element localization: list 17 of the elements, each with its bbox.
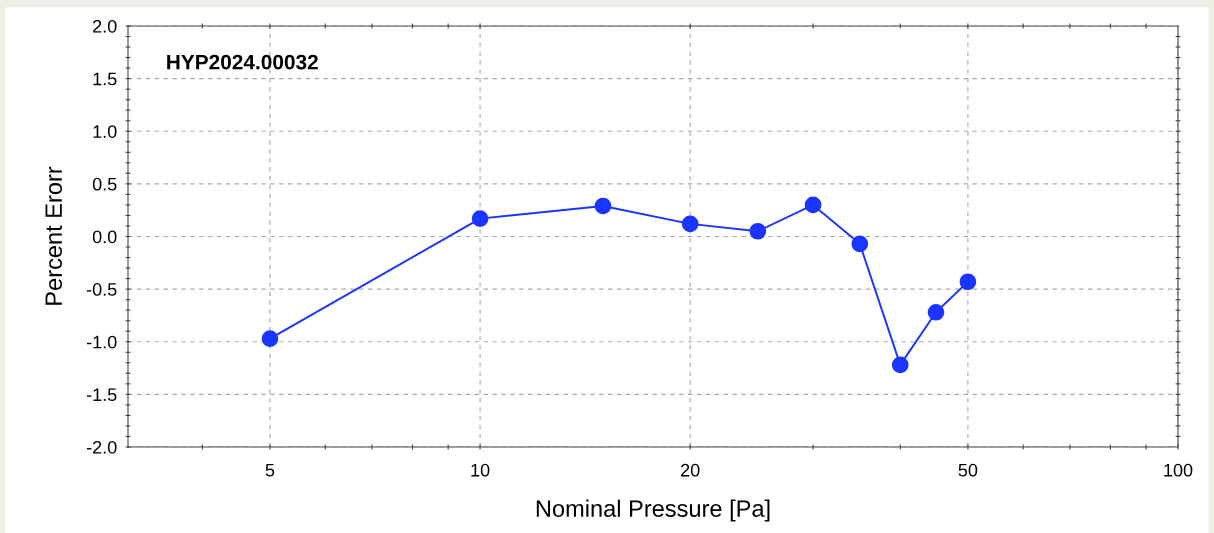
x-tick-label: 20 [681,463,700,477]
y-tick-label: 0.0 [92,230,117,244]
y-tick-label: -1.5 [86,388,117,402]
y-tick-label: -0.5 [86,283,117,296]
y-tick-label: 1.0 [93,125,117,138]
y-tick-label: -1.0 [86,335,117,349]
y-tick-label: -2.0 [86,440,117,454]
x-axis-title: Nominal Pressure [Pa] [536,499,770,522]
y-axis-title: Percent Erorr [45,166,63,305]
y-tick-label: 2.0 [93,19,117,33]
x-tick-label: 50 [958,463,978,477]
x-tick-label: 5 [265,463,275,477]
annotation: HYP2024.00032 [167,54,318,70]
x-tick-label: 100 [1164,463,1193,477]
y-tick-label: 1.5 [93,72,117,86]
x-tick-label: 10 [471,463,490,477]
y-tick-label: 0.5 [92,177,117,191]
